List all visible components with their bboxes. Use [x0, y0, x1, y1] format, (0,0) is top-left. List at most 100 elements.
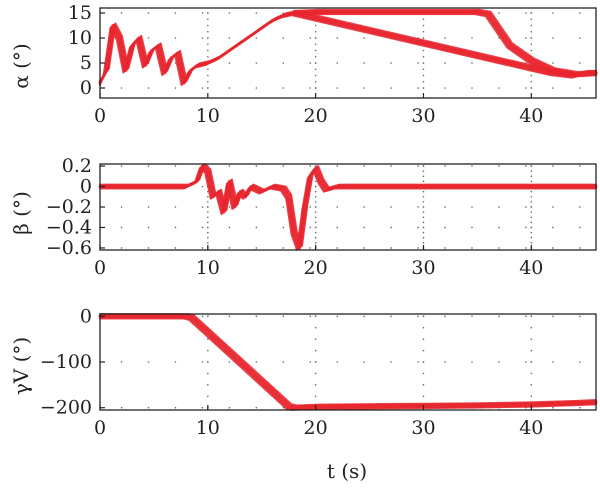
grid-dot: [579, 37, 581, 39]
grid-dot: [314, 395, 317, 398]
grid-dot: [525, 87, 527, 89]
grid-dot: [255, 87, 258, 89]
grid-dot: [530, 87, 533, 89]
time-axis-label: t (s): [327, 459, 367, 483]
grid-dot: [422, 30, 425, 33]
grid-dot: [422, 315, 425, 318]
grid-dot: [207, 195, 209, 198]
grid-dot: [390, 165, 392, 167]
grid-dot: [201, 206, 204, 208]
grid-dot: [207, 395, 209, 398]
grid-dot: [207, 221, 209, 224]
grid-dot: [422, 175, 425, 178]
grid-dot: [174, 406, 177, 409]
grid-dot: [174, 247, 177, 249]
grid-dot: [417, 87, 419, 89]
grid-dot: [228, 315, 231, 318]
grid-dot: [336, 37, 339, 39]
grid-dot: [207, 236, 209, 239]
y-tick-label: 0: [80, 77, 92, 99]
grid-dot: [314, 74, 317, 77]
grid-dot: [282, 226, 285, 229]
grid-dot: [390, 206, 392, 208]
grid-dot: [201, 226, 204, 229]
grid-dot: [422, 216, 425, 219]
grid-dot: [147, 87, 150, 89]
grid-dot: [206, 37, 209, 39]
grid-dot: [309, 226, 312, 229]
grid-dot: [147, 247, 150, 249]
series-0-run-4: [99, 164, 597, 249]
grid-dot: [206, 226, 209, 229]
grid-dot: [530, 195, 533, 198]
grid-dot: [120, 206, 123, 208]
grid-dot: [471, 361, 473, 363]
grid-dot: [530, 315, 533, 318]
grid-dot: [422, 242, 425, 244]
grid-dot: [314, 80, 317, 83]
grid-dot: [444, 315, 446, 318]
grid-dot: [282, 87, 285, 89]
grid-dot: [314, 190, 317, 193]
series-1-run-6: [293, 8, 597, 73]
grid-dot: [530, 80, 533, 83]
grid-dot: [363, 206, 365, 208]
grid-dot: [207, 30, 209, 33]
grid-dot: [228, 406, 231, 409]
grid-dot: [417, 226, 419, 229]
grid-dot: [120, 247, 123, 249]
grid-dot: [314, 68, 317, 71]
grid-dot: [314, 62, 317, 64]
grid-dot: [201, 37, 204, 39]
grid-dot: [201, 315, 204, 318]
panel-alpha: α (°) 0 10 20 30 40 0 5 10 15: [9, 2, 598, 127]
grid-dot: [422, 361, 425, 363]
grid-dot: [525, 12, 527, 14]
grid-dot: [282, 62, 285, 64]
grid: [120, 315, 581, 409]
grid-dot: [255, 247, 258, 249]
grid-dot: [314, 221, 317, 224]
grid-dot: [207, 338, 209, 340]
grid-dot: [417, 247, 419, 249]
grid-dot: [530, 24, 533, 27]
panel-gamma: γV (°) 0 10 20 30 40 0 −100 −200: [9, 305, 598, 439]
series-0-run-5: [99, 313, 597, 408]
grid-dot: [530, 395, 533, 398]
grid-dot: [530, 349, 533, 352]
grid-dot: [228, 165, 231, 167]
series-0-run-1: [99, 166, 597, 251]
grid-dot: [282, 37, 285, 39]
grid-dot: [207, 372, 209, 375]
grid-dot: [336, 62, 339, 64]
grid-dot: [422, 201, 425, 203]
grid-dot: [422, 24, 425, 27]
grid-dot: [228, 247, 231, 249]
grid-dot: [417, 206, 419, 208]
grid-dot: [530, 226, 533, 229]
series-0-run-6: [99, 9, 597, 82]
grid-dot: [579, 87, 581, 89]
y-tick-label: 0.2: [62, 155, 92, 177]
grid-dot: [120, 87, 123, 89]
grid-dot: [579, 165, 581, 167]
grid-dot: [207, 49, 209, 52]
y-tick-label: 0: [80, 176, 92, 198]
grid-dot: [422, 74, 425, 77]
grid-dot: [498, 315, 500, 318]
grid-dot: [579, 247, 581, 249]
grid-dot: [255, 12, 258, 14]
grid-dot: [201, 12, 204, 14]
plot-frame: [99, 163, 597, 251]
grid-dot: [422, 384, 425, 386]
grid-dot: [552, 165, 554, 167]
grid-dot: [255, 62, 258, 64]
grid-dot: [255, 315, 258, 318]
grid-dot: [422, 206, 425, 208]
grid-dot: [498, 247, 500, 249]
grid-dot: [206, 12, 209, 14]
grid-dot: [207, 24, 209, 27]
grid-dot: [314, 55, 317, 58]
grid-dot: [174, 361, 177, 363]
grid-dot: [282, 206, 285, 208]
